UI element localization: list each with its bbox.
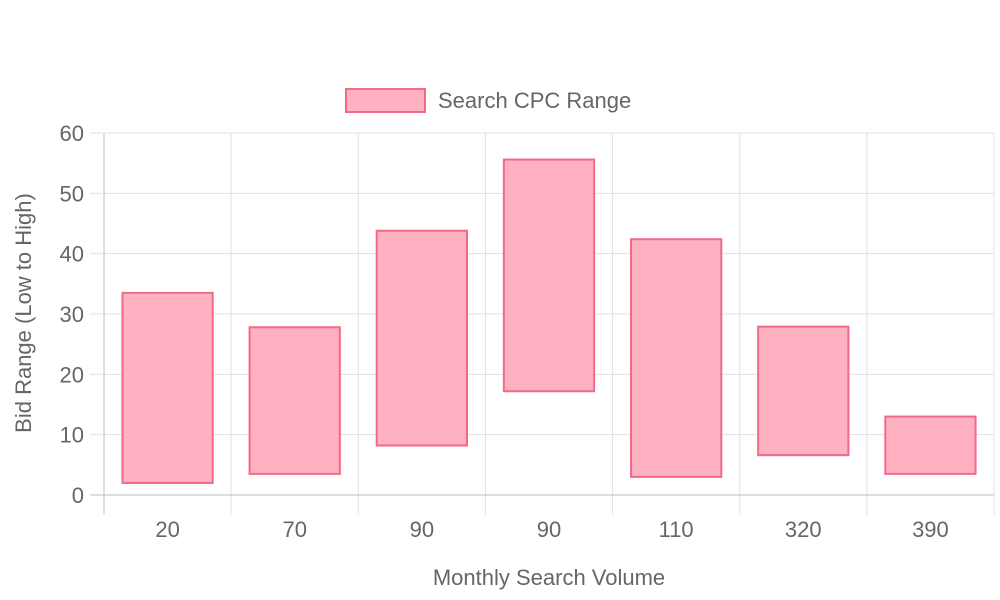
y-tick-label: 30 bbox=[60, 302, 84, 327]
axes: 0 10 20 30 40 50 60 20 70 90 90 110 320 390 bbox=[60, 121, 994, 542]
x-tick-label: 320 bbox=[785, 517, 822, 542]
x-tick-label: 90 bbox=[410, 517, 434, 542]
y-tick-label: 50 bbox=[60, 181, 84, 206]
legend-swatch bbox=[345, 88, 426, 113]
range-bar[interactable] bbox=[375, 229, 468, 447]
y-tick-label: 40 bbox=[60, 242, 84, 267]
bars bbox=[121, 158, 977, 484]
y-tick-label: 60 bbox=[60, 121, 84, 146]
legend-label: Search CPC Range bbox=[438, 88, 631, 113]
x-tick-label: 110 bbox=[659, 517, 694, 542]
x-tick-label: 20 bbox=[155, 517, 179, 542]
x-tick-label: 90 bbox=[537, 517, 561, 542]
legend[interactable]: Search CPC Range bbox=[345, 88, 631, 113]
range-bar[interactable] bbox=[502, 158, 596, 393]
y-tick-label: 0 bbox=[72, 483, 84, 508]
range-bar[interactable] bbox=[248, 326, 341, 475]
y-axis-title: Bid Range (Low to High) bbox=[11, 193, 36, 433]
x-tick-label: 70 bbox=[282, 517, 306, 542]
x-tick-label: 390 bbox=[912, 517, 949, 542]
range-bar[interactable] bbox=[121, 291, 214, 484]
range-bar[interactable] bbox=[884, 415, 977, 475]
y-tick-label: 20 bbox=[60, 362, 84, 387]
range-bar[interactable] bbox=[630, 238, 723, 478]
y-tick-label: 10 bbox=[60, 423, 84, 448]
x-axis-title: Monthly Search Volume bbox=[433, 565, 665, 590]
range-bar[interactable] bbox=[757, 325, 850, 457]
